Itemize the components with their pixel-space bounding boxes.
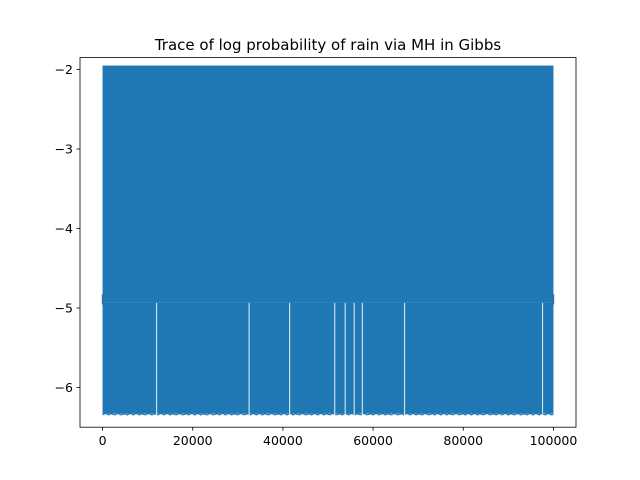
y-tick-label-3: −5 — [55, 300, 73, 315]
y-tick-label-2: −4 — [55, 221, 73, 236]
x-tick-label-2: 40000 — [263, 433, 303, 448]
y-tick-label-0: −2 — [55, 62, 73, 77]
x-tick-label-3: 60000 — [353, 433, 393, 448]
x-tick-label-0: 0 — [99, 433, 107, 448]
axes-frame — [79, 57, 577, 428]
x-tick-label-1: 20000 — [173, 433, 213, 448]
x-tick-label-5: 100000 — [530, 433, 578, 448]
x-tick-label-4: 80000 — [443, 433, 483, 448]
trace-band-lower — [102, 302, 554, 414]
x-axis: 0 20000 40000 60000 80000 100000 — [99, 427, 578, 448]
trace-lower-edge — [102, 413, 554, 416]
y-tick-label-4: −6 — [55, 380, 73, 395]
chart-title: Trace of log probability of rain via MH … — [154, 36, 502, 54]
trace-band-main — [102, 65, 554, 303]
y-axis: −2 −3 −4 −5 −6 — [55, 62, 80, 395]
plot-area — [101, 65, 555, 416]
y-tick-label-1: −3 — [55, 142, 73, 157]
